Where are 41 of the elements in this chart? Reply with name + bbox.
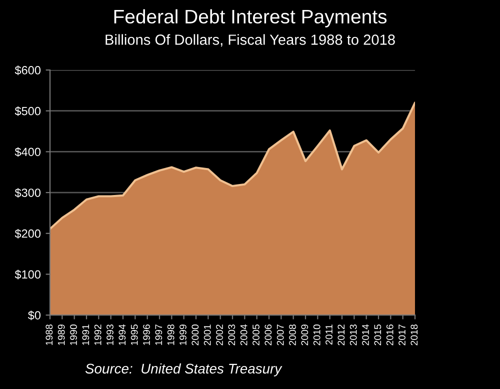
y-tick-label: $0: [28, 310, 41, 320]
x-tick-label: 1994: [118, 324, 126, 345]
x-tick-label: 2004: [240, 324, 248, 346]
y-tick-label: $100: [14, 270, 41, 280]
x-tick-label: 1997: [155, 324, 162, 345]
x-tick-label: 2009: [301, 324, 308, 346]
x-tick-label: 1996: [143, 324, 150, 345]
source-note: Source: United States Treasury: [85, 363, 282, 376]
chart-title: Federal Debt Interest Payments: [114, 9, 387, 28]
x-tick-label: 1990: [70, 324, 77, 345]
chart-subtitle: Billions Of Dollars, Fiscal Years 1988 to 2018: [106, 34, 395, 47]
x-tick-label: 2008: [289, 324, 296, 346]
y-tick-label: $400: [14, 147, 41, 157]
x-tick-label: 1998: [167, 324, 174, 345]
x-tick-label: 2013: [350, 324, 357, 346]
y-tick-label: $300: [14, 188, 41, 198]
x-tick-label: 2016: [386, 324, 394, 346]
x-tick-label: 2010: [313, 324, 320, 346]
x-tick-label: 2001: [204, 324, 211, 346]
y-tick-label: $200: [14, 228, 41, 238]
x-tick-label: 2007: [276, 324, 284, 346]
x-tick-label: 2012: [338, 324, 345, 346]
y-tick-label: $500: [14, 106, 41, 116]
x-tick-label: 1988: [46, 324, 53, 345]
x-tick-label: 2015: [374, 324, 382, 346]
x-tick-label: 2014: [362, 324, 369, 346]
x-tick-label: 1995: [130, 324, 138, 345]
x-tick-label: 1992: [94, 324, 102, 345]
x-tick-label: 2017: [398, 324, 406, 346]
x-tick-label: 1989: [58, 324, 65, 345]
x-tick-label: 2003: [228, 324, 236, 346]
x-tick-label: 2011: [326, 324, 332, 345]
x-tick-label: 1999: [180, 324, 186, 345]
x-tick-label: 2005: [252, 324, 260, 346]
x-tick-label: 1991: [82, 324, 90, 345]
x-tick-label: 2002: [216, 324, 223, 346]
y-tick-label: $600: [14, 66, 41, 76]
x-tick-label: 1993: [106, 324, 114, 345]
x-tick-label: 2006: [264, 324, 272, 346]
x-tick-label: 2018: [410, 324, 418, 346]
x-tick-label: 2000: [192, 324, 199, 346]
